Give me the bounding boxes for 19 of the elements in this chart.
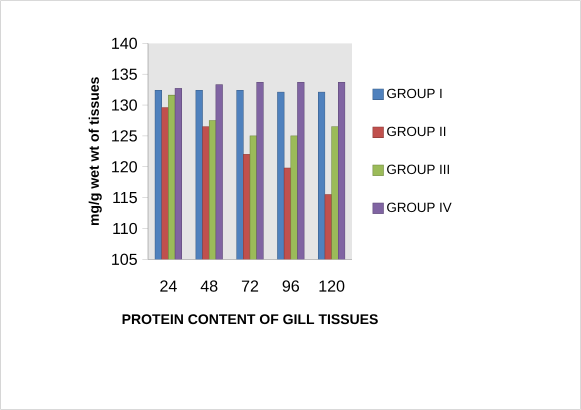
x-axis-title: PROTEIN CONTENT OF GILL TISSUES (122, 314, 378, 324)
x-tick-label: 24 (160, 280, 177, 292)
y-tick-label: 105 (112, 254, 137, 265)
legend-label: GROUP III (387, 164, 449, 174)
y-axis-title: mg/g wet wt of tissues (88, 77, 102, 226)
legend-label: GROUP II (387, 126, 446, 136)
y-tick-label: 120 (112, 161, 137, 172)
y-tick-label: 135 (112, 68, 137, 80)
x-tick-label: 48 (200, 280, 218, 292)
x-tick-label: 96 (282, 280, 299, 292)
legend-label: GROUP IV (387, 202, 452, 212)
x-tick-label: 72 (242, 280, 258, 292)
y-tick-label: 110 (113, 222, 137, 234)
y-tick-label: 130 (112, 99, 137, 111)
y-tick-label: 125 (112, 130, 137, 142)
y-tick-label: 140 (112, 38, 137, 49)
x-tick-label: 120 (319, 280, 344, 292)
y-tick-label: 115 (113, 192, 137, 204)
legend-label: GROUP I (387, 88, 442, 98)
